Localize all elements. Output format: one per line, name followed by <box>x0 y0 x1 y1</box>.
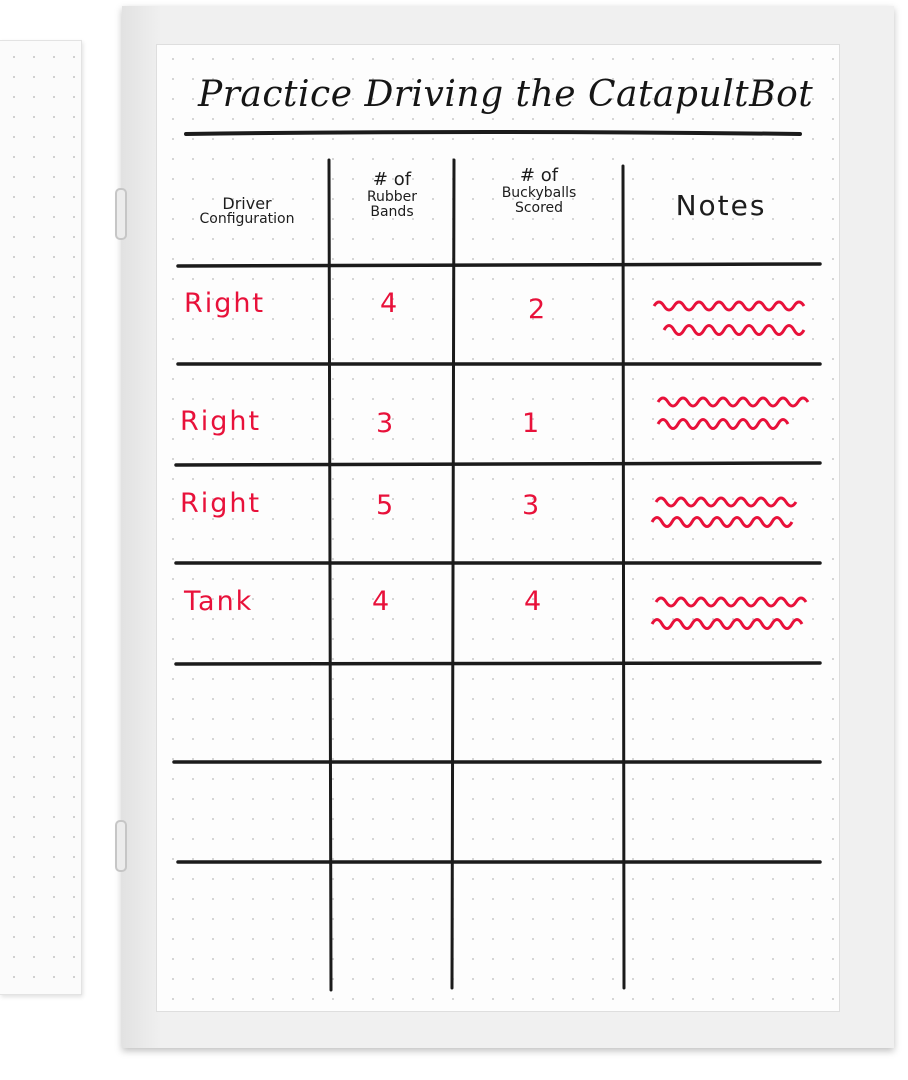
row1-driver: Right <box>184 288 266 319</box>
binder-ring-bottom-icon <box>115 820 127 872</box>
row-divider-2 <box>174 461 822 467</box>
row2-balls: 1 <box>522 408 542 439</box>
row4-bands: 4 <box>372 586 392 617</box>
row2-bands: 3 <box>376 408 396 439</box>
header-balls-line1: # of <box>519 165 559 186</box>
spine-shadow <box>122 6 162 1048</box>
header-balls-line3: Scored <box>514 200 564 216</box>
header-driver-configuration: Driver Configuration <box>166 196 328 227</box>
header-buckyballs-scored: # of Buckyballs Scored <box>456 166 622 216</box>
header-driver-line2: Configuration <box>199 211 295 227</box>
notebook-page <box>156 44 840 1012</box>
page-title: Practice Driving the CatapultBot <box>198 74 814 115</box>
left-notebook-page <box>0 40 82 995</box>
row4-driver: Tank <box>184 586 254 617</box>
binder-ring-top-icon <box>115 188 127 240</box>
header-bands-line2: Rubber <box>366 189 418 205</box>
notes-scribble-row4-icon <box>650 596 808 630</box>
title-underline <box>184 130 802 136</box>
header-bands-line1: # of <box>372 169 412 190</box>
row2-driver: Right <box>180 406 262 437</box>
row3-driver: Right <box>180 488 262 519</box>
header-rubber-bands: # of Rubber Bands <box>332 170 452 220</box>
row4-balls: 4 <box>524 586 544 617</box>
header-notes: Notes <box>675 189 767 222</box>
notes-scribble-row2-icon <box>656 396 810 430</box>
row1-balls: 2 <box>528 294 548 325</box>
row3-balls: 3 <box>522 490 542 521</box>
notes-scribble-row1-icon <box>652 300 806 336</box>
row3-bands: 5 <box>376 490 396 521</box>
notes-scribble-row3-icon <box>650 496 798 528</box>
column-divider-1 <box>327 158 333 992</box>
row-divider-header <box>176 262 822 268</box>
row-divider-4 <box>174 661 822 666</box>
row1-bands: 4 <box>380 288 400 319</box>
header-driver-line1: Driver <box>222 194 272 213</box>
header-balls-line2: Buckyballs <box>501 185 577 201</box>
column-divider-2 <box>450 158 456 990</box>
header-bands-line3: Bands <box>370 204 414 220</box>
column-divider-3 <box>621 164 626 990</box>
